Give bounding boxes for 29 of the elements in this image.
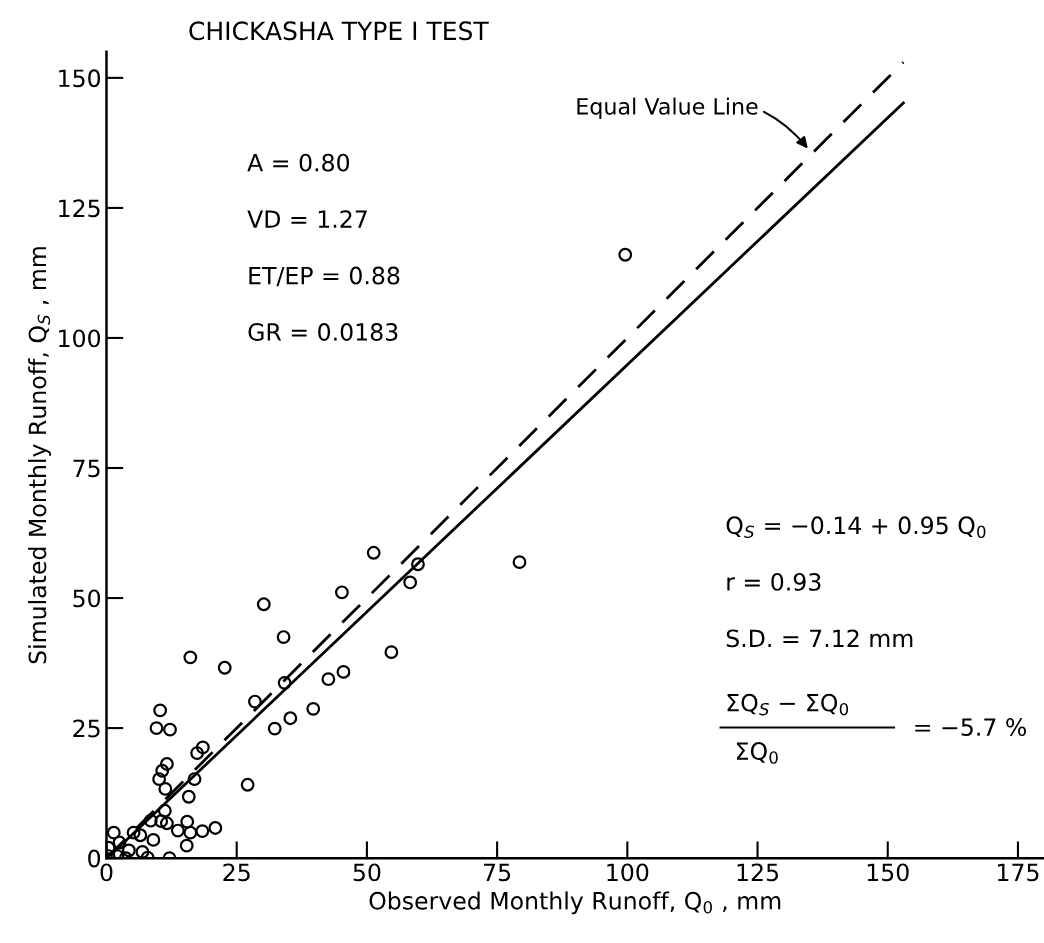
annotation: GR = 0.0183 (248, 323, 398, 341)
x-tick-label: 150 (867, 863, 909, 882)
x-tick-label: 75 (484, 863, 511, 882)
x-tick-label: 175 (998, 863, 1039, 882)
x-tick-label: 25 (223, 863, 250, 882)
annotation: VD = 1.27 (247, 210, 367, 228)
y-tick-label: 100 (59, 329, 101, 348)
annotation: = −5.7 % (915, 718, 1027, 736)
annotation: ET/EP = 0.88 (249, 266, 400, 287)
annotation: r = 0.93 (727, 572, 821, 591)
y-tick-label: 50 (73, 589, 101, 608)
y-tick-label: 125 (59, 199, 100, 218)
y-axis-title: Simulated Monthly Runoff, Q$_{S}$ , mm (28, 247, 51, 664)
y-tick-label: 25 (73, 719, 100, 738)
annotation: ΣQ$_{S}$ − ΣQ$_{0}$ (727, 693, 849, 716)
x-tick-label: 125 (737, 863, 779, 882)
x-tick-label: 100 (607, 863, 649, 882)
annotation: ΣQ$_{0}$ (736, 742, 778, 764)
chart-title: CHICKASHA TYPE I TEST (189, 21, 489, 41)
y-tick-label: 0 (88, 849, 101, 868)
annotation: S.D. = 7.12 mm (726, 629, 913, 648)
x-tick-label: 0 (100, 863, 113, 882)
annotation: A = 0.80 (247, 153, 350, 172)
annotation: Equal Value Line (577, 97, 758, 120)
annotation: Q$_{S}$ = −0.14 + 0.95 Q$_{0}$ (726, 516, 986, 538)
y-tick-label: 150 (59, 69, 101, 88)
x-tick-label: 50 (353, 863, 381, 882)
y-tick-label: 75 (73, 459, 100, 478)
x-axis-title: Observed Monthly Runoff, Q$_{0}$ , mm (369, 891, 781, 915)
